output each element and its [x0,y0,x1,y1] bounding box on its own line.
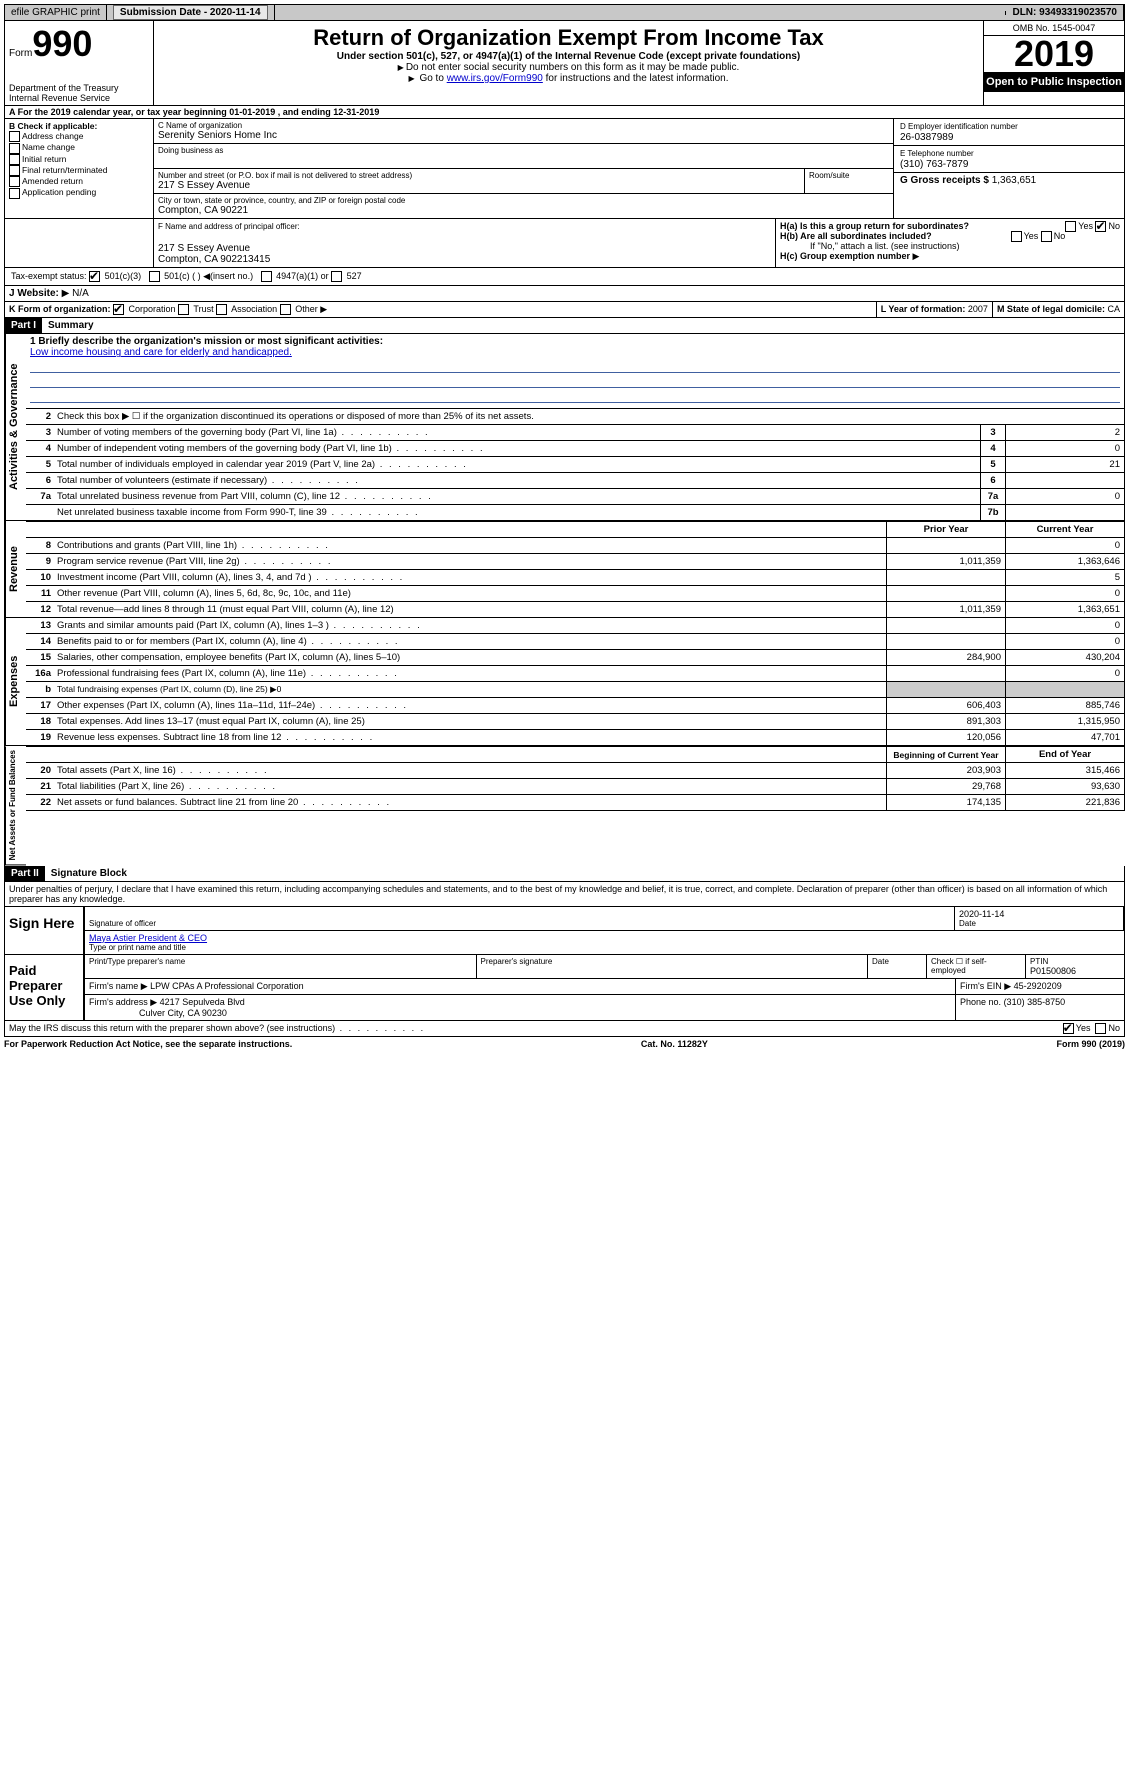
chk-amended[interactable] [9,176,20,187]
phone: (310) 763-7879 [900,159,968,170]
chk-address[interactable] [9,131,20,142]
hb-no[interactable] [1041,231,1052,242]
website: N/A [72,288,89,299]
top-bar: efile GRAPHIC print Submission Date - 20… [4,4,1125,21]
discuss-no[interactable] [1095,1023,1106,1034]
hb-yes[interactable] [1011,231,1022,242]
side-expenses: Expenses [5,618,26,746]
form-number: Form990 [9,23,149,65]
form-subtitle: Under section 501(c), 527, or 4947(a)(1)… [158,51,979,62]
val-7b [1005,505,1124,520]
ptin: P01500806 [1030,966,1076,976]
chk-trust[interactable] [178,304,189,315]
dln: DLN: 93493319023570 [1006,5,1124,20]
form-header: Form990 Department of the TreasuryIntern… [4,21,1125,106]
discuss-yes[interactable] [1063,1023,1074,1034]
chk-501c3[interactable] [89,271,100,282]
val-6 [1005,473,1124,488]
year-formation: 2007 [968,304,988,314]
col-c: C Name of organizationSerenity Seniors H… [154,119,893,218]
val-7a: 0 [1005,489,1124,504]
hint-ssn: Do not enter social security numbers on … [158,62,979,73]
row-a: A For the 2019 calendar year, or tax yea… [4,106,1125,119]
ha-yes[interactable] [1065,221,1076,232]
ha-no[interactable] [1095,221,1106,232]
mission: 1 Briefly describe the organization's mi… [26,334,1125,409]
efile-label: efile GRAPHIC print [5,5,107,20]
submission-date-btn[interactable]: Submission Date - 2020-11-14 [113,5,268,20]
part2-header: Part II Signature Block [4,866,1125,882]
irs-link[interactable]: www.irs.gov/Form990 [447,73,543,84]
officer-name: Maya Astier President & CEO [89,933,207,943]
sign-here: Sign Here Signature of officer 2020-11-1… [4,907,1125,955]
dept-label: Department of the TreasuryInternal Reven… [9,83,149,103]
open-public: Open to Public Inspection [984,72,1124,92]
firm-ein: 45-2920209 [1014,981,1062,991]
prep-phone: (310) 385-8750 [1004,997,1066,1007]
chk-other[interactable] [280,304,291,315]
part1-header: Part I Summary [4,318,1125,334]
side-net: Net Assets or Fund Balances [5,746,26,865]
chk-501c[interactable] [149,271,160,282]
city: Compton, CA 90221 [158,205,248,216]
chk-final[interactable] [9,165,20,176]
perjury: Under penalties of perjury, I declare th… [4,882,1125,907]
chk-pending[interactable] [9,188,20,199]
discuss-row: May the IRS discuss this return with the… [4,1021,1125,1037]
officer-addr1: 217 S Essey Avenue [158,243,250,254]
firm-name: LPW CPAs A Professional Corporation [150,981,303,991]
chk-name[interactable] [9,143,20,154]
mission-text: Low income housing and care for elderly … [30,347,292,358]
firm-addr: 4217 Sepulveda Blvd [160,997,245,1007]
chk-assoc[interactable] [216,304,227,315]
val-5: 21 [1005,457,1124,472]
officer-addr2: Compton, CA 902213415 [158,254,270,265]
side-revenue: Revenue [5,521,26,618]
chk-corp[interactable] [113,304,124,315]
tax-exempt-row: Tax-exempt status: 501(c)(3) 501(c) ( ) … [4,268,1125,286]
col-d: D Employer identification number26-03879… [893,119,1124,218]
gross-receipts: 1,363,651 [992,175,1037,186]
row-j: J Website: ▶ N/A [4,286,1125,302]
ein: 26-0387989 [900,132,953,143]
form-title: Return of Organization Exempt From Incom… [158,25,979,51]
row-fh: F Name and address of principal officer:… [4,219,1125,268]
tax-year: 2019 [984,36,1124,72]
chk-initial[interactable] [9,154,20,165]
paid-preparer: Paid Preparer Use Only Print/Type prepar… [4,955,1125,1021]
info-grid: B Check if applicable: Address change Na… [4,119,1125,219]
col-b: B Check if applicable: Address change Na… [5,119,154,218]
chk-527[interactable] [331,271,342,282]
side-governance: Activities & Governance [5,334,26,521]
row-k: K Form of organization: Corporation Trus… [4,302,1125,318]
val-4: 0 [1005,441,1124,456]
domicile: CA [1107,304,1120,314]
chk-4947[interactable] [261,271,272,282]
val-3: 2 [1005,425,1124,440]
org-name: Serenity Seniors Home Inc [158,130,277,141]
hint-link: Go to www.irs.gov/Form990 for instructio… [158,73,979,84]
street: 217 S Essey Avenue [158,180,250,191]
footer: For Paperwork Reduction Act Notice, see … [4,1037,1125,1051]
